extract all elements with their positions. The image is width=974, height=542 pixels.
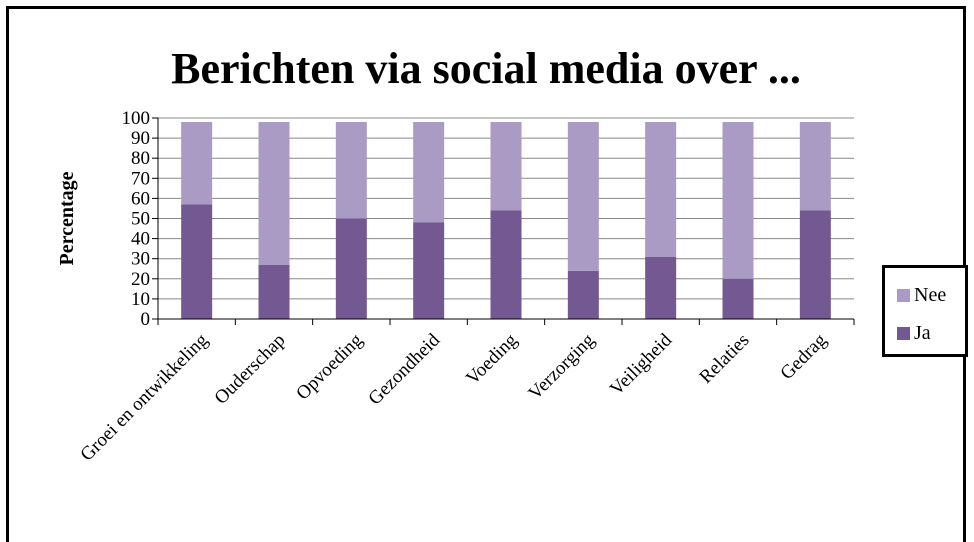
bar-nee xyxy=(645,122,677,257)
x-tick-label: Voeding xyxy=(462,329,522,389)
x-tick-label: Groei en ontwikkeling xyxy=(76,329,212,465)
y-tick-label: 90 xyxy=(131,128,150,149)
y-axis-label: Percentage xyxy=(56,171,78,265)
bar-ja xyxy=(799,210,831,319)
bar-ja xyxy=(413,222,445,319)
x-tick-label: Ouderschap xyxy=(211,330,290,409)
y-tick-label: 40 xyxy=(131,229,150,250)
bar-ja xyxy=(722,278,754,319)
bar-ja xyxy=(335,218,367,319)
y-tick-label: 80 xyxy=(131,148,150,169)
bar-nee xyxy=(181,122,213,205)
chart-title: Berichten via social media over ... xyxy=(171,44,801,93)
y-tick-label: 70 xyxy=(131,168,150,189)
x-tick-label: Gezondheid xyxy=(364,329,444,409)
y-tick-label: 100 xyxy=(122,108,151,129)
bar-ja xyxy=(181,204,213,319)
y-tick-label: 0 xyxy=(141,309,151,330)
y-tick-label: 20 xyxy=(131,269,150,290)
x-tick-label: Gedrag xyxy=(776,329,831,384)
legend-swatch-ja xyxy=(897,327,910,340)
x-tick-label: Veiligheid xyxy=(606,329,676,399)
bar-ja xyxy=(645,256,677,319)
legend-swatch-nee xyxy=(897,289,910,302)
legend: Nee Ja xyxy=(882,265,968,357)
bar-ja xyxy=(567,270,599,319)
y-tick-label: 30 xyxy=(131,249,150,270)
legend-item-nee: Nee xyxy=(897,284,946,307)
x-tick-label: Opvoeding xyxy=(292,329,367,404)
bar-nee xyxy=(567,122,599,271)
x-tick-label: Verzorging xyxy=(525,329,600,404)
y-tick-label: 50 xyxy=(131,209,150,230)
x-tick-label: Relaties xyxy=(695,330,753,388)
bar-nee xyxy=(490,122,522,211)
bar-nee xyxy=(258,122,290,265)
legend-item-ja: Ja xyxy=(897,322,931,345)
y-tick-label: 10 xyxy=(131,289,150,310)
bar-nee xyxy=(722,122,754,279)
bar-ja xyxy=(258,264,290,319)
y-tick-label: 60 xyxy=(131,188,150,209)
bar-nee xyxy=(799,122,831,211)
bar-ja xyxy=(490,210,522,319)
legend-label-nee: Nee xyxy=(914,284,947,306)
bar-nee xyxy=(335,122,367,219)
legend-label-ja: Ja xyxy=(914,322,931,344)
bar-nee xyxy=(413,122,445,223)
